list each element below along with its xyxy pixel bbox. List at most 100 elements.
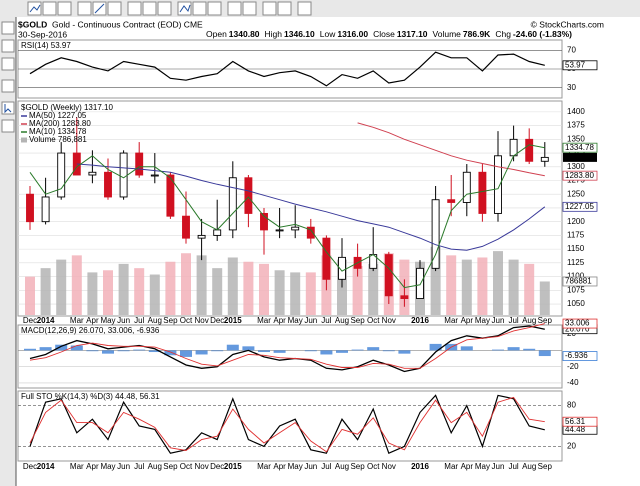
volume-bar: [25, 276, 35, 315]
value-box: [562, 201, 598, 212]
tool-button[interactable]: [192, 1, 207, 16]
quote-value: 1346.10: [284, 29, 315, 39]
candle-body: [41, 196, 50, 223]
value-box: [562, 351, 598, 361]
series-line: [29, 51, 545, 87]
x-tick-label: Jun: [304, 316, 317, 325]
x-tick-label: Aug: [522, 462, 536, 471]
volume-bar: [539, 281, 550, 315]
x-tick-label: Mar: [70, 462, 84, 471]
x-tick-label: Jul: [508, 316, 518, 325]
value-box: [563, 152, 597, 162]
histogram-bar: [148, 350, 161, 353]
x-tick-label: Mar: [257, 462, 271, 471]
x-tick-label: 2015: [224, 462, 242, 471]
legend-entry: Volume 786,881: [29, 135, 87, 144]
x-tick-label: Mar: [444, 316, 458, 325]
x-tick-label: May: [288, 316, 303, 325]
tool-button[interactable]: [57, 1, 72, 16]
quote-label: Close: [373, 29, 395, 39]
value-box: [562, 60, 598, 71]
histogram-bar: [351, 349, 364, 351]
volume-bar: [227, 257, 238, 315]
candle-body: [400, 295, 409, 299]
tool-icon: [94, 3, 105, 14]
x-tick-label: May: [100, 462, 115, 471]
tool-button[interactable]: [227, 1, 242, 16]
candle-body: [104, 171, 112, 198]
x-tick-label: May: [288, 462, 303, 471]
tool-icon: [4, 104, 12, 114]
symbol: $GOLD: [18, 19, 47, 29]
tool-button[interactable]: [1, 39, 15, 53]
histogram-bar: [195, 350, 208, 355]
tool-button[interactable]: [262, 1, 277, 16]
value-box-label: 44.48: [565, 425, 586, 434]
tool-button[interactable]: [142, 1, 157, 16]
volume-bar: [196, 255, 207, 315]
tool-button[interactable]: [127, 1, 142, 16]
histogram-bar: [55, 344, 68, 351]
tool-button[interactable]: [1, 57, 15, 71]
series-line: [29, 323, 545, 369]
tool-button[interactable]: [1, 119, 15, 133]
tool-button[interactable]: [107, 1, 122, 16]
value-box: [562, 416, 598, 427]
tool-icon: [29, 4, 41, 13]
volume-bar: [71, 255, 82, 315]
tool-button[interactable]: [1, 79, 15, 93]
volume-bar: [524, 263, 535, 315]
histogram-bar: [507, 347, 520, 351]
value-box-label: 1334.78: [565, 143, 594, 152]
x-tick-label: Jul: [134, 316, 144, 325]
legend-entry: MA(10) 1334.78: [29, 127, 87, 136]
value-box-label: 53.97: [565, 60, 586, 69]
quote-value: 786.9K: [463, 29, 491, 39]
candle-body: [509, 138, 518, 157]
x-tick-label: Oct: [367, 462, 380, 471]
tool-button[interactable]: [277, 1, 292, 16]
tool-button[interactable]: [1, 21, 15, 35]
x-tick-label: Mar: [444, 462, 458, 471]
panel-title: Full STO %K(14,3) %D(3) 44.48, 56.31: [21, 392, 160, 401]
histogram-bar: [382, 350, 395, 352]
tool-button[interactable]: [242, 1, 257, 16]
tool-button[interactable]: [42, 1, 57, 16]
tool-button[interactable]: [207, 1, 222, 16]
histogram-bar: [320, 350, 333, 355]
x-tick-label: Apr: [461, 316, 474, 325]
y-tick-label: 1125: [567, 258, 585, 267]
x-tick-label: Nov: [194, 462, 208, 471]
x-tick-label: Jun: [117, 462, 130, 471]
legend-swatch: [21, 137, 27, 143]
volume-bar: [352, 266, 363, 315]
x-tick-label: Aug: [335, 462, 349, 471]
x-tick-label: 2014: [37, 462, 55, 471]
candle-body: [260, 212, 268, 231]
x-tick-label: Apr: [86, 462, 99, 471]
macd-panel: [17, 324, 563, 389]
histogram-bar: [273, 350, 286, 353]
y-tick-label: 1300: [567, 162, 585, 171]
quote-label: Low: [320, 29, 336, 39]
value-box: [562, 170, 598, 181]
volume-bar: [118, 263, 129, 315]
y-tick-label: 1050: [567, 299, 585, 308]
tool-button[interactable]: [297, 1, 312, 16]
value-box-label: 33.006: [565, 319, 590, 328]
tool-button[interactable]: [77, 1, 92, 16]
tool-button[interactable]: [1, 101, 15, 115]
volume-bar: [103, 270, 113, 315]
candle-body: [119, 152, 128, 198]
x-tick-label: Aug: [148, 316, 162, 325]
x-tick-label: Oct: [180, 316, 193, 325]
tool-button[interactable]: [157, 1, 172, 16]
tool-button[interactable]: [177, 1, 192, 16]
y-tick-label: 30: [567, 83, 576, 92]
tool-button[interactable]: [27, 1, 42, 16]
histogram-bar: [367, 347, 380, 351]
x-tick-label: Jul: [321, 462, 331, 471]
price-panel: [17, 100, 563, 317]
volume-bar: [243, 261, 254, 315]
y-tick-label: 1175: [567, 231, 585, 240]
